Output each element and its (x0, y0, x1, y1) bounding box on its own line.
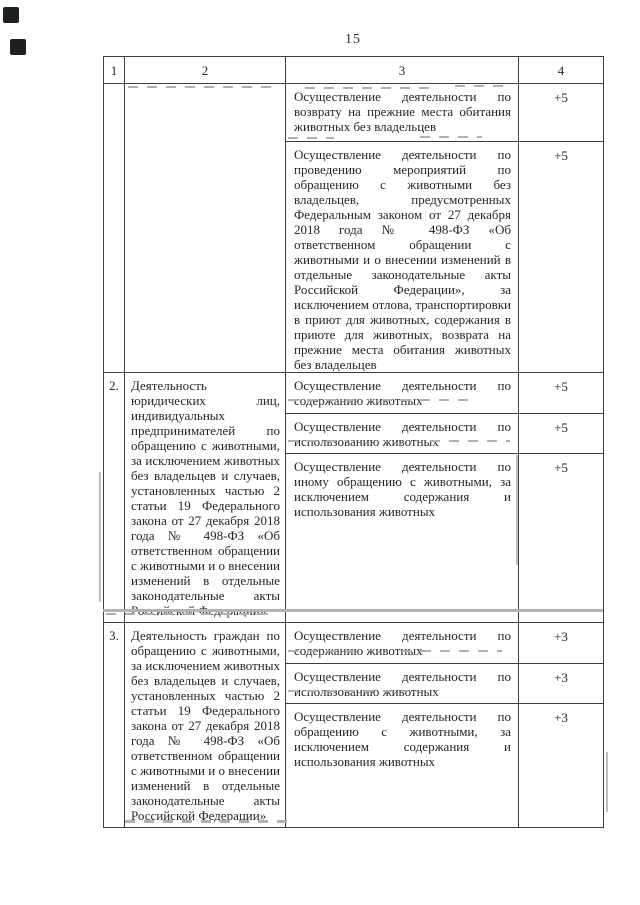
table-row: Осуществление деятельности по использова… (104, 413, 604, 454)
page-number: 15 (345, 32, 361, 47)
score-cell: +5 (518, 141, 604, 373)
column-header-4: 4 (518, 56, 604, 84)
table-row: Осуществление деятельности по обращению … (104, 703, 604, 828)
subactivity-cell: Осуществление деятельности по иному обра… (285, 453, 519, 623)
row-number-cell (103, 83, 125, 373)
scan-artifact (99, 472, 101, 602)
table-header-row: 1 2 3 4 (103, 56, 604, 84)
score-cell: +5 (518, 83, 604, 142)
column-header-2: 2 (124, 56, 286, 84)
scan-mark-square-icon (10, 39, 26, 55)
subactivity-cell: Осуществление деятельности по использова… (285, 413, 519, 454)
score-cell: +3 (518, 663, 604, 704)
activity-cell: Деятельность граждан по обращению с живо… (124, 622, 286, 828)
subactivity-cell: Осуществление деятельности по содержанию… (285, 622, 519, 664)
subactivity-cell: Осуществление деятельности по использова… (285, 663, 519, 704)
activity-cell: Деятельность юридических лиц, индивидуал… (124, 372, 286, 623)
table-row: Осуществление деятельности по проведению… (104, 141, 604, 373)
score-cell: +5 (518, 453, 604, 623)
column-header-3: 3 (285, 56, 519, 84)
subactivity-cell: Осуществление деятельности по обращению … (285, 703, 519, 828)
subactivity-cell: Осуществление деятельности по проведению… (285, 141, 519, 373)
scan-mark-square-icon (3, 7, 19, 23)
row-number-cell: 2. (103, 372, 125, 623)
table-row: Осуществление деятельности по иному обра… (104, 453, 604, 623)
table-row: 2. Деятельность юридических лиц, индивид… (103, 372, 604, 623)
subactivity-cell: Осуществление деятельности по содержанию… (285, 372, 519, 414)
score-cell: +3 (518, 703, 604, 828)
table-row: 3. Деятельность граждан по обращению с ж… (103, 622, 604, 828)
activity-cell (124, 83, 286, 373)
activities-scoring-table: 1 2 3 4 Осуществление деятельности по во… (103, 56, 604, 828)
score-cell: +5 (518, 413, 604, 454)
scan-artifact (606, 752, 608, 812)
row-number-cell: 3. (103, 622, 125, 828)
table-row: Осуществление деятельности по возврату н… (103, 83, 604, 373)
subactivity-cell: Осуществление деятельности по возврату н… (285, 83, 519, 142)
score-cell: +5 (518, 372, 604, 414)
score-cell: +3 (518, 622, 604, 664)
column-header-1: 1 (103, 56, 125, 84)
